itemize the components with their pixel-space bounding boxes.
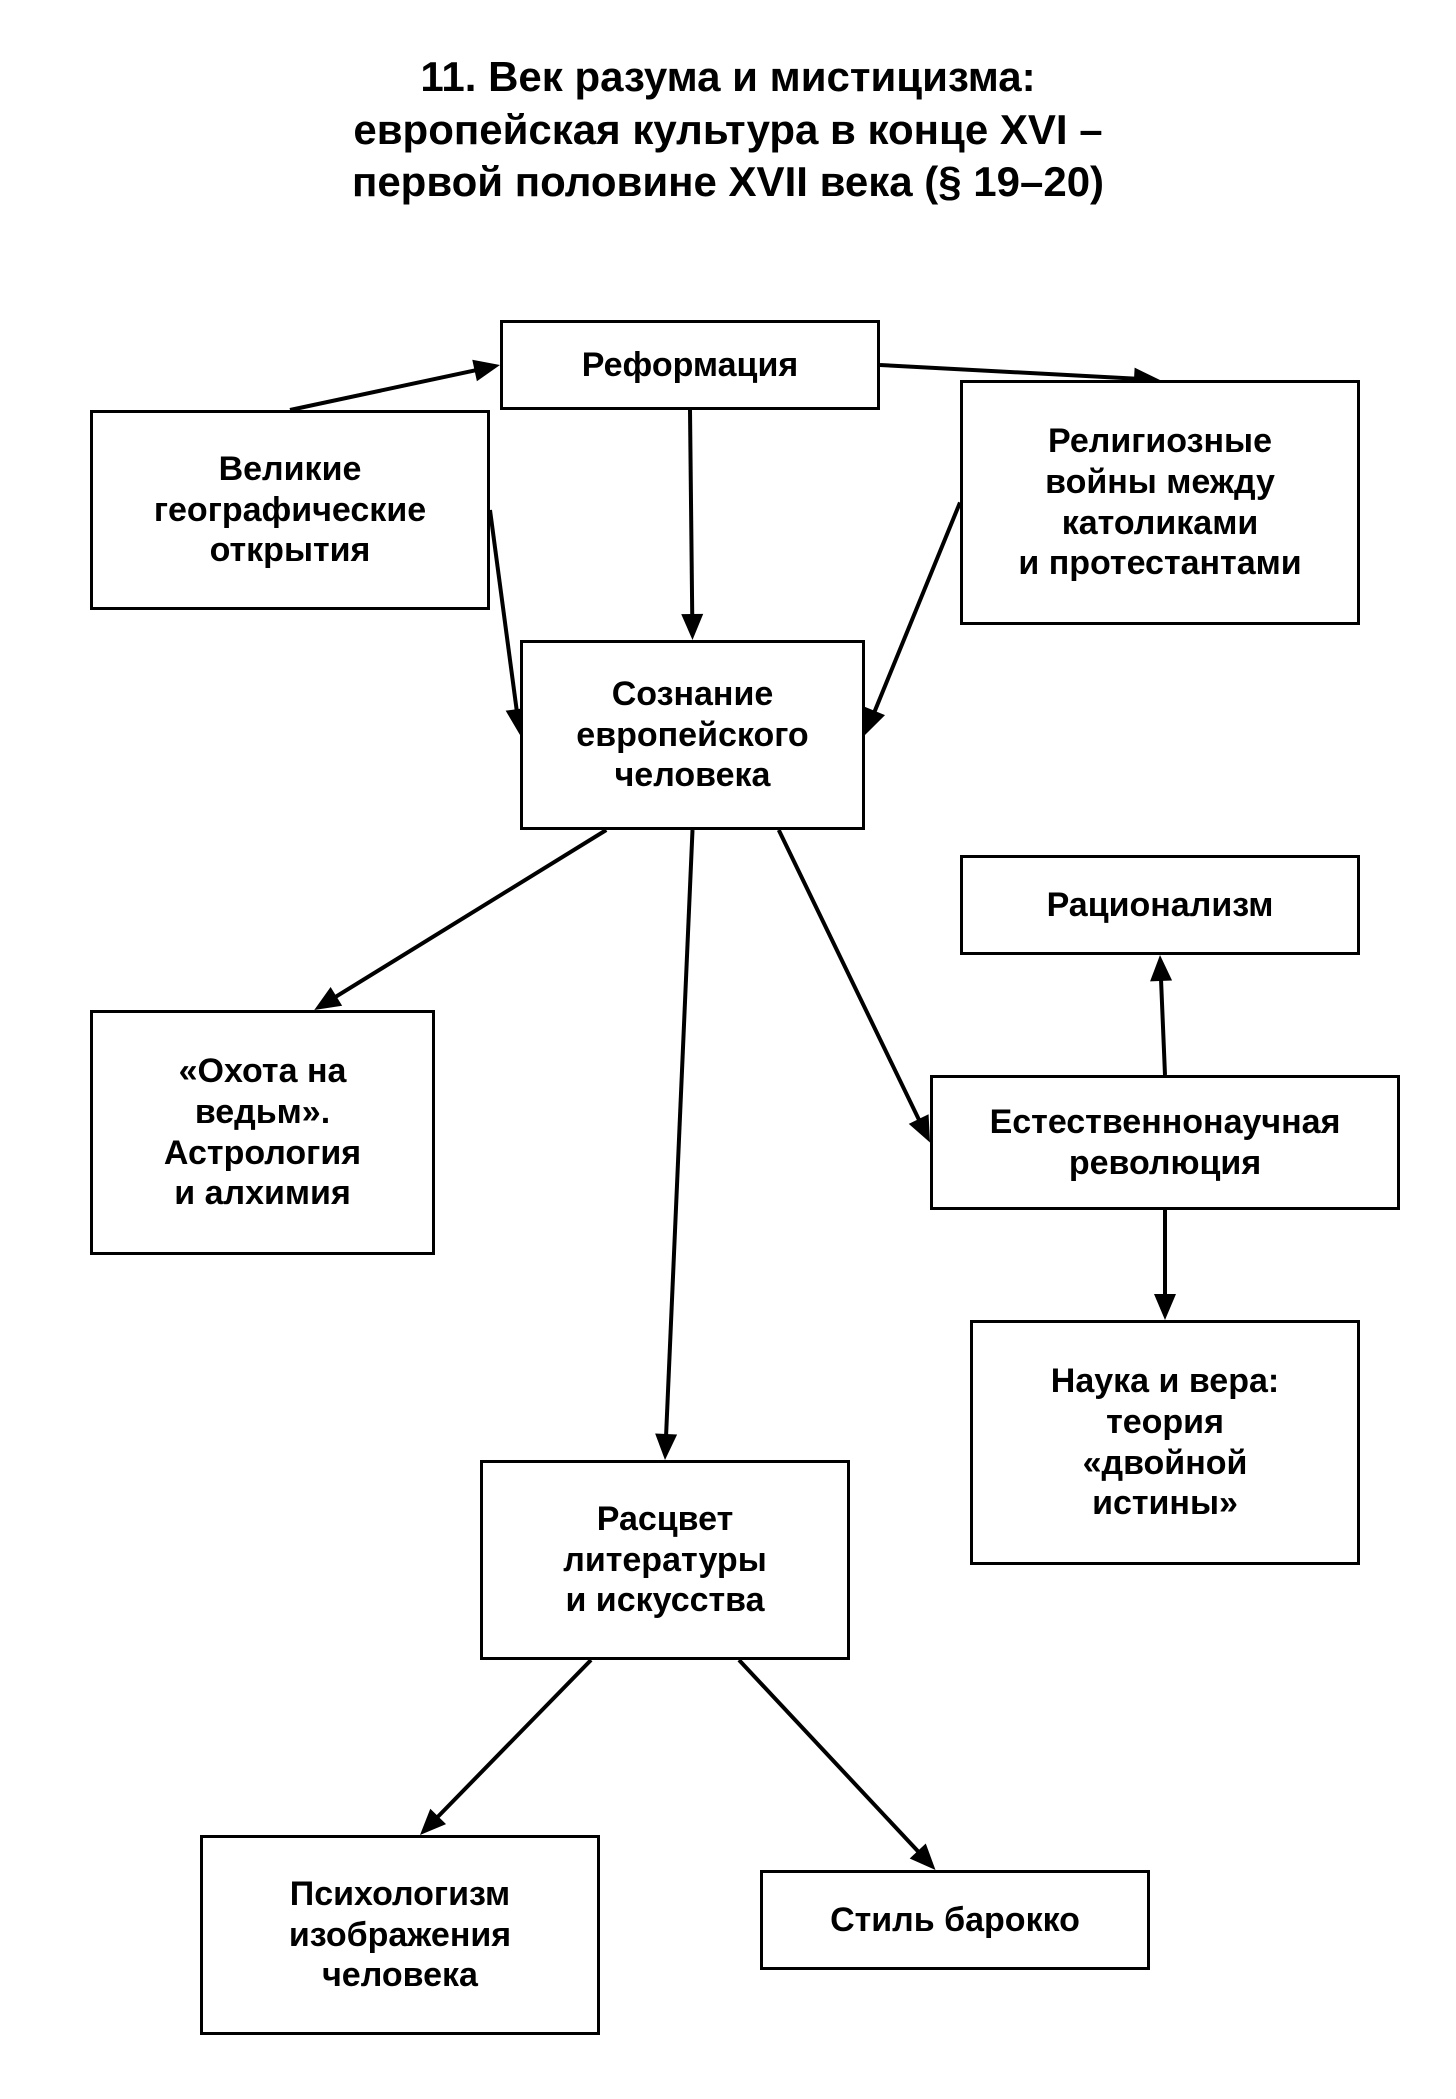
edge-line <box>666 830 693 1444</box>
edge-arrowhead <box>314 987 342 1010</box>
edge-line <box>328 830 607 1002</box>
node-baroque: Стиль барокко <box>760 1870 1150 1970</box>
node-relig_wars: Религиозные войны между католиками и про… <box>960 380 1360 625</box>
edge-line <box>690 410 692 624</box>
edge-arrowhead <box>655 1434 677 1460</box>
node-sci_rev: Естественнонаучная революция <box>930 1075 1400 1210</box>
edge-line <box>431 1660 591 1824</box>
node-psychologism: Психологизм изображения человека <box>200 1835 600 2035</box>
edge-line <box>779 830 923 1128</box>
edge-line <box>739 1660 925 1859</box>
diagram-page: 11. Век разума и мистицизма: европейская… <box>0 0 1456 2099</box>
node-double_truth: Наука и вера: теория «двойной истины» <box>970 1320 1360 1565</box>
page-title: 11. Век разума и мистицизма: европейская… <box>0 51 1456 209</box>
edge-arrowhead <box>472 360 500 382</box>
edge-arrowhead <box>865 707 885 735</box>
edge-arrowhead <box>1150 955 1172 981</box>
edge-arrowhead <box>420 1809 446 1835</box>
edge-arrowhead <box>910 1843 936 1870</box>
edge-line <box>490 510 518 720</box>
edge-line <box>290 368 485 410</box>
edge-arrowhead <box>1154 1294 1176 1320</box>
edge-arrowhead <box>681 614 703 640</box>
node-rationalism: Рационализм <box>960 855 1360 955</box>
node-reformation: Реформация <box>500 320 880 410</box>
node-witch_hunt: «Охота на ведьм». Астрология и алхимия <box>90 1010 435 1255</box>
edge-line <box>871 503 960 721</box>
node-discoveries: Великие географические открытия <box>90 410 490 610</box>
node-lit_art: Расцвет литературы и искусства <box>480 1460 850 1660</box>
node-consciousness: Сознание европейского человека <box>520 640 865 830</box>
edge-arrowhead <box>909 1114 930 1142</box>
edge-line <box>880 365 1144 379</box>
edge-line <box>1161 971 1165 1075</box>
